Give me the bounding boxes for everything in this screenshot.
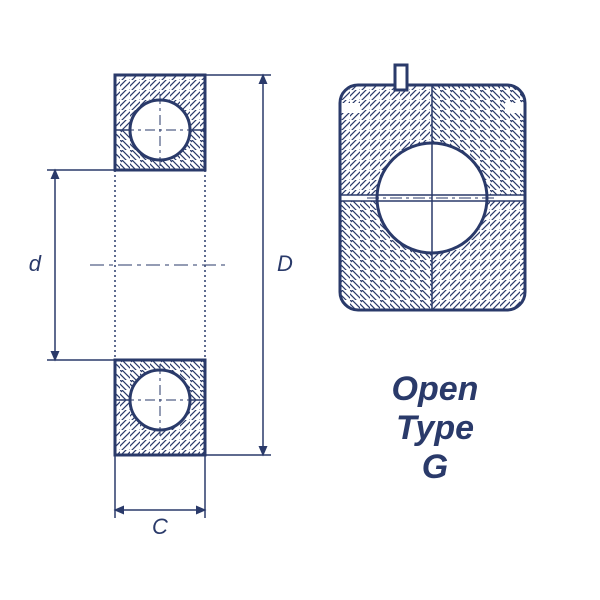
title-line-3: G (375, 448, 495, 487)
type-title: Open Type G (375, 370, 495, 487)
title-line-2: Type (375, 409, 495, 448)
svg-text:D: D (277, 251, 293, 276)
svg-text:d: d (29, 251, 42, 276)
svg-text:C: C (152, 514, 168, 539)
title-line-1: Open (375, 370, 495, 409)
